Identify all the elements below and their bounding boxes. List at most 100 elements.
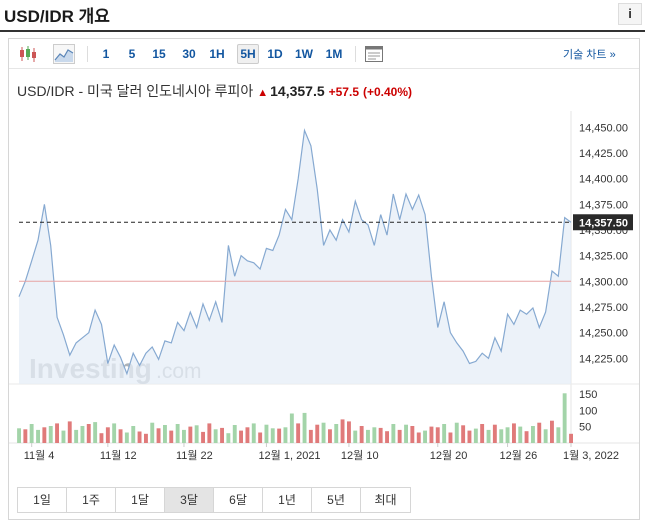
volume-bar	[442, 424, 447, 443]
quote-line: USD/IDR - 미국 달러 인도네시아 루피아 ▲ 14,357.5 +57.5 (…	[17, 81, 412, 101]
volume-bar	[80, 426, 85, 443]
range-button-4[interactable]: 3달	[165, 488, 214, 512]
volume-bar	[112, 423, 117, 443]
y-tick-label: 14,400.00	[579, 174, 628, 186]
volume-bar	[518, 426, 523, 443]
volume-bar	[150, 422, 155, 443]
volume-bar	[86, 424, 91, 443]
volume-bar	[182, 429, 186, 443]
volume-bar	[17, 428, 21, 443]
volume-bar	[486, 429, 491, 443]
y-tick-label: 14,250.00	[579, 328, 628, 340]
volume-bar	[505, 427, 510, 443]
volume-bar	[569, 433, 573, 443]
x-tick-label: 11월 4	[24, 449, 55, 462]
volume-bar	[315, 424, 320, 443]
info-icon[interactable]: i	[618, 3, 642, 25]
volume-bar	[93, 422, 98, 443]
range-button-8[interactable]: 최대	[374, 493, 397, 507]
volume-bar	[283, 427, 288, 443]
volume-bar	[416, 432, 421, 443]
interval-button-15[interactable]: 15	[152, 47, 166, 61]
interval-button-1m[interactable]: 1M	[325, 47, 343, 61]
volume-bar	[397, 429, 402, 443]
volume-bar	[296, 423, 301, 443]
interval-button-5h[interactable]: 5H	[237, 44, 259, 64]
volume-bar	[308, 429, 313, 443]
interval-button-1d[interactable]: 1D	[267, 47, 283, 61]
range-button-1[interactable]: 1일	[18, 488, 67, 512]
volume-bar	[137, 431, 142, 443]
volume-bar	[289, 413, 294, 443]
volume-bar	[537, 422, 542, 443]
volume-bar	[391, 424, 396, 443]
volume-bar	[194, 425, 199, 443]
interval-button-30[interactable]: 30	[182, 47, 196, 61]
volume-bar	[499, 429, 504, 443]
volume-bar	[435, 427, 440, 443]
advanced-chart-link[interactable]: 기술 차트 »	[563, 49, 616, 61]
volume-bar	[492, 424, 497, 443]
volume-bar	[429, 426, 434, 443]
volume-tick-label: 150	[579, 389, 597, 401]
interval-button-5[interactable]: 5	[128, 47, 136, 61]
x-tick-label: 1월 3, 2022	[563, 449, 619, 462]
volume-bar	[353, 430, 358, 443]
volume-bar	[188, 426, 193, 443]
last-price: 14,357.5	[270, 83, 325, 99]
volume-bar	[334, 424, 339, 443]
volume-bar	[524, 431, 529, 443]
volume-bar	[163, 425, 167, 443]
volume-bar	[321, 422, 326, 443]
y-tick-label: 14,325.00	[579, 251, 628, 263]
x-tick-label: 12월 10	[341, 449, 379, 462]
volume-bar	[251, 423, 256, 443]
volume-bar	[378, 427, 383, 443]
range-button-5[interactable]: 6달	[214, 488, 263, 512]
volume-bar	[302, 412, 307, 443]
interval-button-1h[interactable]: 1H	[209, 47, 225, 61]
volume-bar	[99, 433, 104, 443]
interval-button-1w[interactable]: 1W	[295, 47, 313, 61]
chart-panel: 1 5 15 30 1H 5H 1D 1W 1M 기술 차트 » USD/IDR - 미국 달러…	[8, 38, 640, 520]
volume-bar	[264, 424, 269, 443]
volume-bar	[124, 432, 129, 443]
volume-bar	[169, 430, 174, 443]
header-divider	[0, 30, 645, 32]
volume-bar	[404, 424, 408, 443]
volume-bar	[461, 425, 466, 443]
area-chart-icon[interactable]	[53, 44, 75, 64]
volume-bar	[359, 426, 364, 443]
volume-bar	[448, 432, 453, 443]
volume-bar	[423, 430, 427, 443]
volume-bar	[220, 427, 224, 443]
toolbar-separator	[355, 46, 356, 62]
volume-bar	[36, 429, 40, 443]
y-tick-label: 14,275.00	[579, 302, 628, 314]
volume-bar	[277, 428, 282, 443]
range-button-3[interactable]: 1달	[116, 488, 165, 512]
range-button-7[interactable]: 5년	[312, 488, 361, 512]
candlestick-icon[interactable]	[17, 44, 39, 64]
range-button-6[interactable]: 1년	[263, 488, 312, 512]
volume-bar	[340, 419, 345, 443]
volume-bar	[512, 423, 516, 443]
volume-bar	[61, 430, 66, 443]
volume-bar	[543, 429, 548, 443]
volume-bar	[410, 426, 415, 443]
volume-bar	[201, 431, 205, 443]
volume-bar	[144, 433, 148, 443]
volume-bar	[207, 423, 212, 443]
volume-bar	[531, 426, 535, 443]
volume-bar	[562, 393, 567, 443]
price-chart[interactable]: 14,225.00 14,250.00 14,275.00 14,300.00 14,3…	[9, 39, 639, 484]
volume-bar	[232, 425, 237, 443]
volume-bar	[131, 426, 136, 443]
volume-bar	[213, 429, 218, 443]
last-price-label: 14,357.50	[579, 217, 628, 229]
range-button-2[interactable]: 1주	[67, 488, 116, 512]
interval-button-1[interactable]: 1	[102, 47, 110, 61]
window-icon[interactable]	[363, 44, 385, 64]
volume-bar	[347, 421, 351, 443]
toolbar-separator	[87, 46, 88, 62]
